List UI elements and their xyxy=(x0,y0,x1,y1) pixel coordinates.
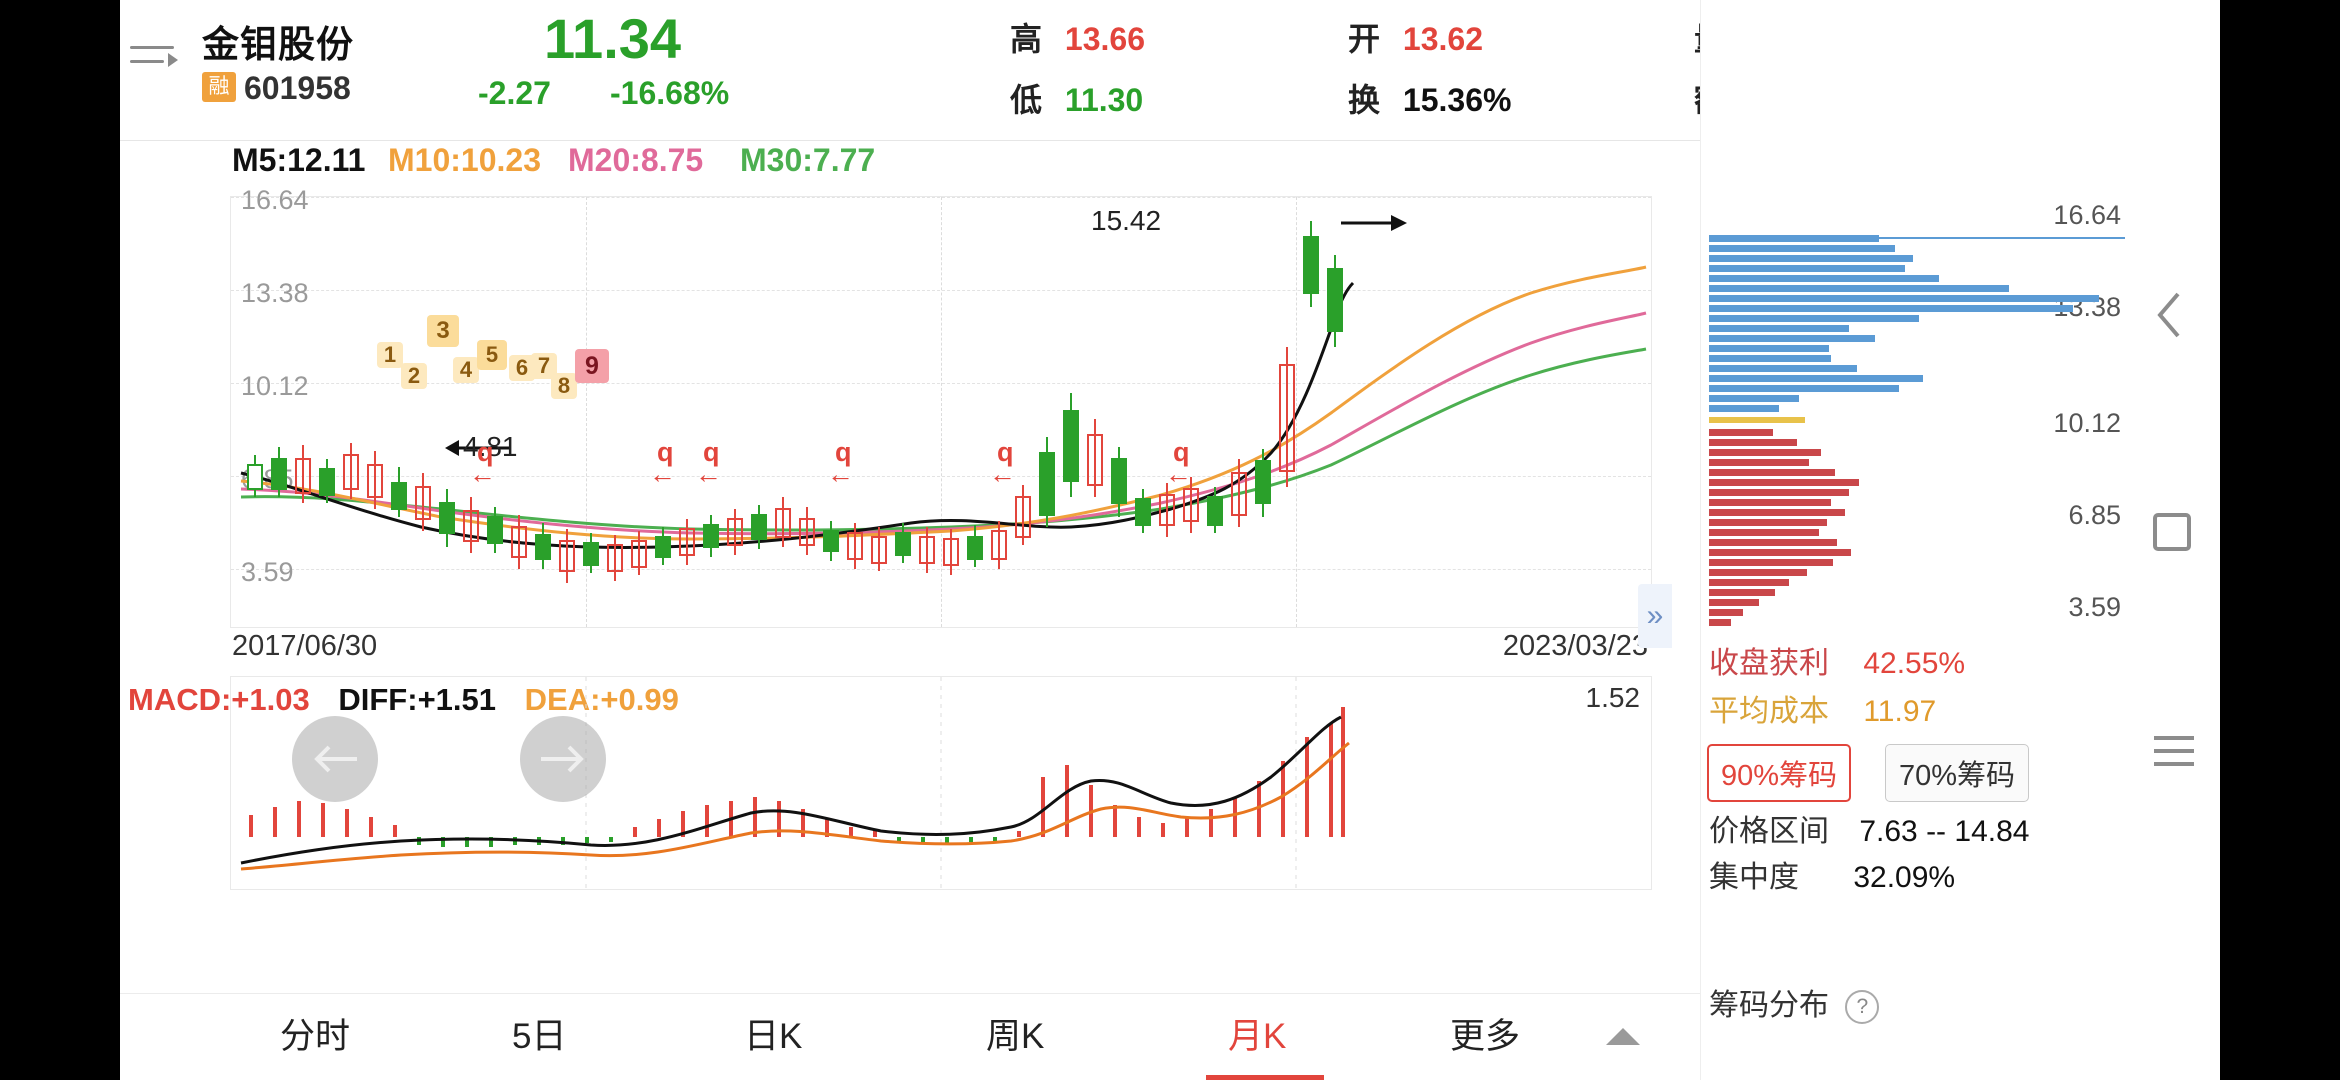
td-number-8: 8 xyxy=(551,373,577,399)
tab-active-underline xyxy=(1206,1075,1324,1080)
chip-distribution-panel: 16.64 13.38 10.12 6.85 3.59 xyxy=(1700,0,2133,1080)
stock-code: 601958 xyxy=(244,70,351,106)
menu-arrow-icon[interactable] xyxy=(130,42,182,72)
profit-label: 收盘获利 xyxy=(1709,647,1829,680)
rp-y-label-3: 6.85 xyxy=(2068,500,2121,530)
tab-more[interactable]: 更多 xyxy=(1450,1017,1521,1056)
rp-y-label-0: 16.64 xyxy=(2053,200,2121,230)
ma-legend: M5:12.11 M10:10.23 M20:8.75 M30:7.77 xyxy=(120,142,1700,194)
chart-date-range: 2017/06/30 2023/03/23 xyxy=(230,630,1650,670)
candle-svg xyxy=(240,215,1647,583)
price-range-value: 7.63 -- 14.84 xyxy=(1859,815,2030,848)
date-start: 2017/06/30 xyxy=(232,630,378,662)
next-page-button[interactable] xyxy=(520,716,606,802)
macd-max-value: 1.52 xyxy=(1585,682,1641,713)
price-change-pct: -16.68% xyxy=(610,75,730,111)
macd-value: MACD:+1.03 xyxy=(128,682,310,717)
ma10-label: M10:10.23 xyxy=(388,142,541,178)
concentration-value: 32.09% xyxy=(1853,861,1956,894)
stat-high: 高 13.66 xyxy=(1010,21,1145,57)
macd-svg xyxy=(240,677,1350,889)
ma30-label: M30:7.77 xyxy=(740,142,876,178)
stat-turnover: 换 15.36% xyxy=(1348,82,1512,118)
tab-fenshi[interactable]: 分时 xyxy=(280,1017,351,1056)
macd-chart[interactable] xyxy=(230,676,1652,890)
expand-panel-button[interactable]: » xyxy=(1638,584,1672,648)
q-mark-1: q xyxy=(477,437,494,467)
ma5-label: M5:12.11 xyxy=(232,142,366,178)
stock-app: 金钼股份 融 601958 11.34 -2.27 -16.68% 高 13.6… xyxy=(120,0,2220,1080)
stat-open: 开 13.62 xyxy=(1348,21,1483,57)
q-arrow-6: ← xyxy=(1165,459,1192,489)
q-arrow-1: ← xyxy=(469,459,496,489)
td-number-4: 4 xyxy=(453,357,479,383)
q-arrow-5: ← xyxy=(989,459,1016,489)
chip-90-button[interactable]: 90%筹码 xyxy=(1707,744,1852,802)
annotation-low: 4.81 xyxy=(463,431,518,462)
y-label-0: 16.64 xyxy=(241,185,309,215)
td-number-2: 2 xyxy=(401,363,427,389)
diff-value: DIFF:+1.51 xyxy=(338,682,497,717)
q-mark-5: q xyxy=(997,437,1014,467)
tab-monthk[interactable]: 月K xyxy=(1228,1017,1287,1056)
y-label-4: 3.59 xyxy=(241,557,294,587)
y-label-2: 10.12 xyxy=(241,371,309,401)
q-mark-2: q xyxy=(657,437,674,467)
td-number-1: 1 xyxy=(377,342,403,368)
prev-page-button[interactable] xyxy=(292,716,378,802)
td-number-5: 5 xyxy=(477,340,507,370)
q-mark-3: q xyxy=(703,437,720,467)
td-number-6: 6 xyxy=(509,355,535,381)
price-range-label: 价格区间 xyxy=(1709,815,1829,848)
chip-distribution-label: 筹码分布 xyxy=(1709,989,1829,1022)
avg-cost-label: 平均成本 xyxy=(1709,695,1829,728)
date-end: 2023/03/23 xyxy=(1502,630,1648,662)
avg-cost-value: 11.97 xyxy=(1863,695,1937,728)
side-rail xyxy=(2132,0,2220,1080)
q-mark-4: q xyxy=(835,437,852,467)
td-number-9: 9 xyxy=(575,349,609,383)
hamburger-icon[interactable] xyxy=(2152,734,2196,773)
price-change: -2.27 xyxy=(478,75,551,111)
caret-up-icon[interactable] xyxy=(1606,1028,1640,1045)
dea-value: DEA:+0.99 xyxy=(524,682,679,717)
question-icon[interactable]: ? xyxy=(1845,990,1880,1024)
q-mark-6: q xyxy=(1173,437,1190,467)
td-number-3: 3 xyxy=(427,315,459,347)
rp-y-label-4: 3.59 xyxy=(2068,592,2121,622)
period-tabs: 分时 5日 日K 周K 月K 更多 xyxy=(120,993,1700,1080)
chip-distribution-footer[interactable]: 筹码分布 ? xyxy=(1709,980,1880,1024)
y-label-1: 13.38 xyxy=(241,278,309,308)
q-arrow-2: ← xyxy=(649,459,676,489)
tab-dayk[interactable]: 日K xyxy=(744,1017,803,1056)
stock-name: 金钼股份 xyxy=(202,24,354,65)
profit-value: 42.55% xyxy=(1863,647,1966,680)
tab-weekk[interactable]: 周K xyxy=(986,1017,1045,1056)
last-price: 11.34 xyxy=(544,7,682,70)
rp-y-label-2: 10.12 xyxy=(2053,408,2121,438)
margin-tag: 融 xyxy=(202,72,236,102)
q-arrow-4: ← xyxy=(827,459,854,489)
chip-70-button[interactable]: 70%筹码 xyxy=(1885,744,2030,802)
tab-5day[interactable]: 5日 xyxy=(512,1017,567,1056)
annotation-high: 15.42 xyxy=(1091,205,1162,236)
ma20-label: M20:8.75 xyxy=(568,142,704,178)
square-icon[interactable] xyxy=(2152,512,2192,557)
chevron-left-icon[interactable] xyxy=(2152,290,2186,345)
q-arrow-3: ← xyxy=(695,459,722,489)
stat-low: 低 11.30 xyxy=(1010,82,1144,118)
macd-legend: MACD:+1.03 DIFF:+1.51 DEA:+0.99 xyxy=(128,682,679,718)
chip-histogram xyxy=(1709,235,2125,626)
concentration-label: 集中度 xyxy=(1709,861,1799,894)
price-chart[interactable]: 16.64 13.38 10.12 6.85 3.59 xyxy=(230,185,1652,628)
